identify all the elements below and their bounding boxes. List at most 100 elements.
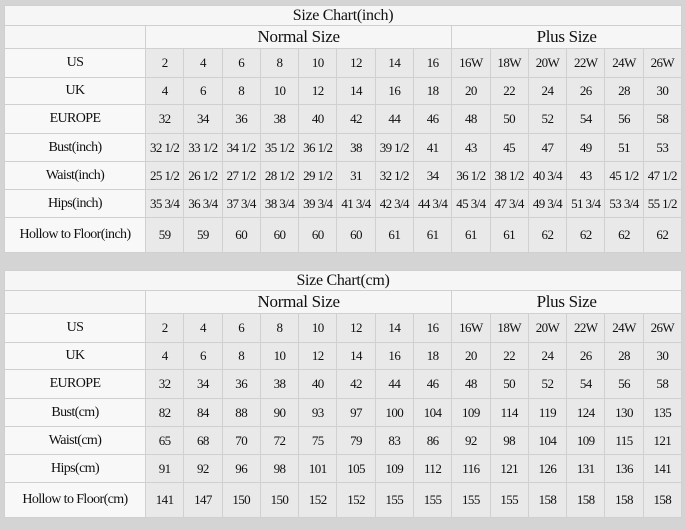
table-cell: 16 — [412, 48, 453, 78]
table-cell: 36 1/2 — [298, 133, 338, 162]
table-cell: 92 — [183, 454, 223, 483]
table-cell: 96 — [221, 454, 261, 483]
row-label: Bust(cm) — [4, 398, 146, 427]
table-cell: 112 — [412, 454, 453, 483]
table-cell: 135 — [642, 398, 683, 427]
table-cell: 130 — [604, 398, 644, 427]
table-cell: 62 — [642, 217, 683, 253]
table-cell: 121 — [642, 426, 683, 455]
table-cell: 60 — [221, 217, 261, 253]
table-cell: 131 — [566, 454, 606, 483]
table-cell: 47 — [527, 133, 568, 162]
table-cell: 32 1/2 — [144, 133, 185, 162]
table-cell: 155 — [451, 482, 491, 518]
row-label: Bust(inch) — [4, 133, 146, 162]
table-cell: 51 3/4 — [566, 189, 606, 218]
table-cell: 39 1/2 — [374, 133, 414, 162]
table-cell: 46 — [412, 104, 453, 134]
table-cell: 35 3/4 — [144, 189, 185, 218]
table-cell: 39 3/4 — [298, 189, 338, 218]
table-cell: 91 — [144, 454, 185, 483]
table-cell: 48 — [451, 369, 491, 399]
table-cell: 150 — [259, 482, 300, 518]
table-cell: 116 — [451, 454, 491, 483]
table-cell: 158 — [527, 482, 568, 518]
table-cell: 8 — [221, 77, 261, 105]
table-cell: 40 — [298, 104, 338, 134]
table-cell: 47 3/4 — [489, 189, 529, 218]
table-cell: 90 — [259, 398, 300, 427]
table-cell: 155 — [412, 482, 453, 518]
table-cell: 4 — [183, 313, 223, 343]
table-cell: 12 — [336, 48, 376, 78]
table-cell: 24 — [527, 342, 568, 370]
row-label: Hollow to Floor(cm) — [4, 482, 146, 518]
table-row: Hips(inch) 35 3/4 36 3/4 37 3/4 38 3/4 39 3/4… — [4, 189, 683, 218]
table-cell: 18W — [489, 313, 529, 343]
plus-size-header: Plus Size — [451, 290, 682, 314]
table-cell: 45 3/4 — [451, 189, 491, 218]
table-cell: 104 — [412, 398, 453, 427]
table-cell: 10 — [259, 77, 300, 105]
table-cell: 22 — [489, 77, 529, 105]
table-cell: 12 — [336, 313, 376, 343]
table-cell: 33 1/2 — [183, 133, 223, 162]
table-cell: 82 — [144, 398, 185, 427]
table-cell: 61 — [489, 217, 529, 253]
row-label: EUROPE — [4, 104, 146, 134]
table-cell: 92 — [451, 426, 491, 455]
table-cell: 20W — [527, 313, 568, 343]
table-cell: 83 — [374, 426, 414, 455]
size-chart-cm: Size Chart(cm) Normal Size Plus Size US 2 4 6 8… — [4, 270, 683, 518]
table-cell: 26 — [566, 77, 606, 105]
table-cell: 24W — [604, 313, 644, 343]
table-row: Hollow to Floor(cm) 141 147 150 150 152 152 155… — [4, 482, 683, 518]
table-cell: 124 — [566, 398, 606, 427]
table-cell: 60 — [298, 217, 338, 253]
row-label: Hips(cm) — [4, 454, 146, 483]
table-row: EUROPE 32 34 36 38 40 42 44 46 48 50 52 54 56 58 — [4, 369, 683, 399]
table-cell: 59 — [183, 217, 223, 253]
table-cell: 152 — [298, 482, 338, 518]
table-cell: 38 3/4 — [259, 189, 300, 218]
table-cell: 62 — [566, 217, 606, 253]
title-row: Size Chart(inch) — [4, 5, 682, 26]
table-cell: 38 1/2 — [489, 161, 529, 190]
table-cell: 84 — [183, 398, 223, 427]
table-cell: 29 1/2 — [298, 161, 338, 190]
table-cell: 100 — [374, 398, 414, 427]
table-cell: 14 — [336, 342, 376, 370]
table-row: US 2 4 6 8 10 12 14 16 16W 18W 20W 22W 24W 26W — [4, 48, 683, 78]
table-cell: 158 — [604, 482, 644, 518]
table-cell: 16 — [374, 342, 414, 370]
table-cell: 6 — [183, 77, 223, 105]
table-cell: 44 3/4 — [412, 189, 453, 218]
table-cell: 34 — [183, 369, 223, 399]
row-label: US — [4, 313, 146, 343]
row-label: UK — [4, 77, 146, 105]
table-cell: 53 — [642, 133, 683, 162]
table-cell: 14 — [336, 77, 376, 105]
table-cell: 20W — [527, 48, 568, 78]
table-cell: 28 — [604, 342, 644, 370]
table-row: Hollow to Floor(inch) 59 59 60 60 60 60 61 61 61 6… — [4, 217, 683, 253]
table-cell: 20 — [451, 77, 491, 105]
table-cell: 98 — [259, 454, 300, 483]
table-cell: 61 — [374, 217, 414, 253]
table-cell: 93 — [298, 398, 338, 427]
table-cell: 26 1/2 — [183, 161, 223, 190]
table-cell: 55 1/2 — [642, 189, 683, 218]
table-row: EUROPE 32 34 36 38 40 42 44 46 48 50 52 54 56 58 — [4, 104, 683, 134]
table-cell: 152 — [336, 482, 376, 518]
table-cell: 14 — [374, 313, 414, 343]
table-cell: 158 — [566, 482, 606, 518]
table-row: Hips(cm) 91 92 96 98 101 105 109 112 116 121 126 131… — [4, 454, 683, 483]
table-cell: 58 — [642, 369, 683, 399]
table-cell: 65 — [144, 426, 185, 455]
table-cell: 12 — [298, 342, 338, 370]
table-cell: 46 — [412, 369, 453, 399]
table-cell: 18W — [489, 48, 529, 78]
table-cell: 49 — [566, 133, 606, 162]
table-cell: 6 — [221, 48, 261, 78]
table-cell: 36 — [221, 369, 261, 399]
